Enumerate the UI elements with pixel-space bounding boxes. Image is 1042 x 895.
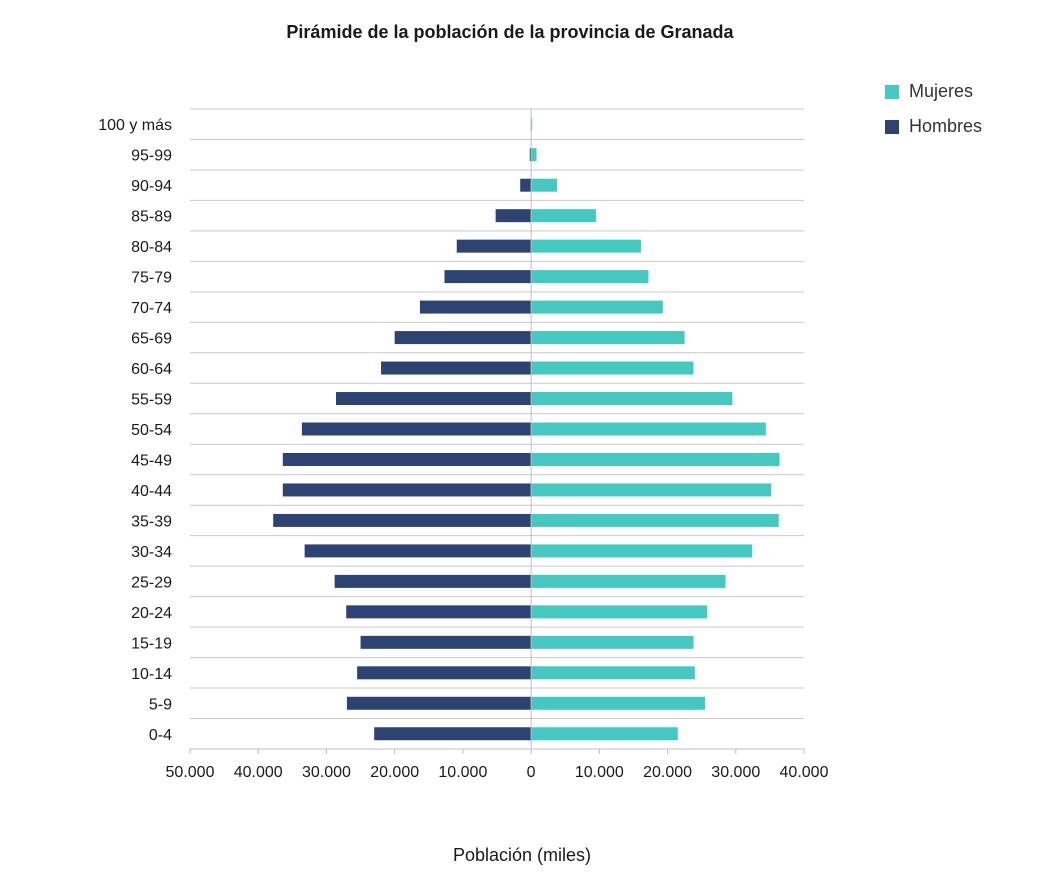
bar-mujeres [531, 270, 649, 284]
y-tick-label: 30-34 [131, 544, 172, 561]
y-tick-label: 60-64 [131, 361, 172, 378]
x-tick-label: 10.000 [575, 764, 624, 781]
y-tick-label: 75-79 [131, 270, 172, 287]
y-tick-label: 100 y más [98, 117, 172, 134]
bar-mujeres [531, 452, 780, 466]
bar-hombres [282, 452, 532, 466]
chart-title: Pirámide de la población de la provincia… [286, 22, 734, 42]
bar-hombres [381, 361, 532, 375]
bar-mujeres [531, 574, 726, 588]
bar-hombres [374, 727, 532, 741]
bar-hombres [335, 392, 532, 406]
x-axis-title: Población (miles) [452, 845, 592, 865]
y-tick-label: 55-59 [131, 392, 172, 409]
bar-mujeres [531, 239, 641, 253]
y-tick-label: 95-99 [131, 148, 172, 165]
bar-mujeres [531, 513, 779, 527]
bar-hombres [273, 513, 532, 527]
bar-mujeres [531, 209, 596, 223]
bar-mujeres [531, 392, 733, 406]
y-tick-label: 0-4 [149, 727, 172, 744]
bar-hombres [301, 422, 532, 436]
bar-mujeres [531, 605, 708, 619]
bar-mujeres [531, 361, 694, 375]
bar-mujeres [531, 422, 766, 436]
x-tick-label: 50.000 [166, 764, 215, 781]
y-tick-label: 5-9 [149, 696, 172, 713]
y-tick-label: 85-89 [131, 209, 172, 226]
x-tick-label: 20.000 [370, 764, 419, 781]
x-tick-label: 40.000 [780, 764, 829, 781]
bar-mujeres [531, 727, 678, 741]
x-tick-label: 20.000 [643, 764, 692, 781]
bar-mujeres [531, 696, 706, 710]
legend-label-mujeres: Mujeres [909, 81, 974, 101]
bar-mujeres [531, 178, 558, 192]
bar-mujeres [531, 635, 694, 649]
legend-item-hombres: Hombres [885, 109, 982, 144]
bar-hombres [360, 635, 532, 649]
bar-hombres [456, 239, 532, 253]
bar-mujeres [531, 300, 663, 314]
bar-hombres [495, 209, 532, 223]
bar-hombres [282, 483, 532, 497]
bar-hombres [444, 270, 532, 284]
legend-label-hombres: Hombres [909, 116, 983, 136]
bar-mujeres [531, 666, 695, 680]
bar-mujeres [531, 117, 533, 131]
bar-hombres [346, 696, 532, 710]
bar-hombres [520, 178, 532, 192]
y-tick-label: 10-14 [131, 666, 172, 683]
y-tick-label: 35-39 [131, 513, 172, 530]
y-tick-label: 70-74 [131, 300, 172, 317]
x-tick-label: 10.000 [438, 764, 487, 781]
legend-item-mujeres: Mujeres [885, 74, 982, 109]
y-tick-label: 90-94 [131, 178, 172, 195]
y-tick-label: 15-19 [131, 635, 172, 652]
x-tick-label: 30.000 [711, 764, 760, 781]
y-tick-label: 45-49 [131, 452, 172, 469]
legend-swatch-hombres [885, 119, 899, 134]
bar-mujeres [531, 544, 753, 558]
y-tick-label: 50-54 [131, 422, 172, 439]
bar-mujeres [531, 483, 772, 497]
x-tick-label: 0 [527, 764, 536, 781]
bar-hombres [346, 605, 532, 619]
y-tick-label: 65-69 [131, 331, 172, 348]
legend-swatch-mujeres [885, 84, 899, 99]
legend: Mujeres Hombres [885, 74, 982, 144]
bar-hombres [419, 300, 532, 314]
bar-mujeres [531, 148, 537, 162]
x-tick-label: 30.000 [302, 764, 351, 781]
bar-hombres [304, 544, 532, 558]
y-tick-label: 40-44 [131, 483, 172, 500]
bar-hombres [394, 331, 532, 345]
bar-mujeres [531, 331, 685, 345]
bar-hombres [357, 666, 532, 680]
y-tick-label: 25-29 [131, 574, 172, 591]
bar-hombres [334, 574, 532, 588]
y-tick-label: 80-84 [131, 239, 172, 256]
x-tick-label: 40.000 [234, 764, 283, 781]
y-tick-label: 20-24 [131, 605, 172, 622]
bar-hombres [529, 148, 532, 162]
